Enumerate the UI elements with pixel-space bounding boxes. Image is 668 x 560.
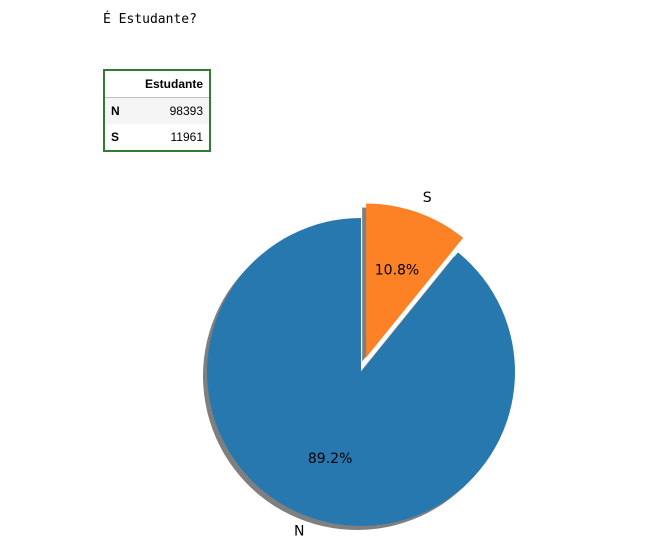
row-value-s: 11961 (170, 130, 203, 144)
pie-slice-s (366, 203, 464, 358)
row-index-n: N (105, 97, 131, 124)
category-label-s: S (423, 190, 432, 206)
row-index-s: S (111, 130, 120, 144)
row-value-n: 98393 (131, 97, 209, 124)
index-header-blank (105, 71, 131, 98)
pie-labels: 89.2% N 10.8% S (294, 190, 432, 540)
column-header-estudante: Estudante (131, 71, 209, 98)
table-row: N 98393 (105, 97, 209, 124)
percent-label-s: 10.8% (375, 262, 419, 278)
pie-slices (207, 203, 516, 526)
table-row: S 11961 (105, 124, 209, 150)
pie-slice-n (207, 218, 516, 526)
dataframe-table: Estudante N 98393 S 11961 (103, 69, 211, 152)
category-label-n: N (294, 524, 304, 540)
percent-label-n: 89.2% (308, 451, 352, 467)
cell-output-text: É Estudante? (103, 12, 197, 27)
